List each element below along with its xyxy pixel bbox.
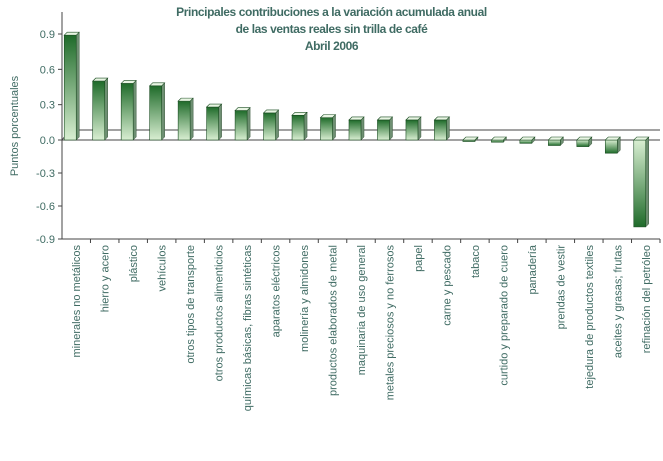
- bar: [348, 119, 362, 141]
- bar: [120, 83, 134, 141]
- y-tick-label: 0.9: [40, 29, 55, 41]
- bar: [633, 139, 647, 228]
- bar-top: [576, 136, 593, 141]
- bar-side: [104, 77, 108, 141]
- bar-side: [417, 116, 422, 141]
- x-tick-label: papel: [413, 245, 425, 272]
- bar-side: [275, 109, 279, 141]
- x-tick-label: tejedura de productos textiles: [584, 245, 596, 389]
- bar-side: [360, 116, 365, 141]
- bar-side: [246, 106, 251, 141]
- bar: [149, 85, 162, 141]
- x-tick-label: plástico: [128, 245, 140, 282]
- bar-top: [234, 107, 251, 111]
- y-tick-label: 0.3: [40, 100, 55, 112]
- x-tick-label: prendas de vestir: [555, 245, 567, 330]
- x-tick-label: maquinaria de uso general: [356, 245, 368, 375]
- chart-title-line-2: de las ventas reales sin trilla de café: [235, 22, 428, 36]
- bar-side: [645, 136, 650, 228]
- bar-top: [120, 80, 137, 84]
- bar-side: [189, 97, 194, 141]
- bar-side: [389, 116, 393, 141]
- x-tick-label: otros productos alimenticios: [214, 245, 226, 382]
- bar: [206, 106, 219, 141]
- bar: [291, 114, 305, 141]
- bar-side: [303, 111, 308, 141]
- bar-top: [319, 114, 337, 118]
- bar: [234, 110, 248, 141]
- bar-top: [63, 31, 80, 36]
- bar-top: [433, 116, 451, 121]
- bar: [63, 34, 77, 141]
- bar-side: [75, 31, 80, 141]
- bar-top: [490, 136, 508, 141]
- bar: [377, 119, 390, 141]
- x-tick-label: tabaco: [470, 245, 482, 278]
- bar-side: [161, 82, 165, 141]
- x-tick-label: carne y pescado: [441, 245, 453, 326]
- bar-top: [262, 109, 280, 114]
- bar: [434, 119, 447, 141]
- bar: [92, 80, 106, 141]
- bar-top: [633, 136, 650, 141]
- bar-top: [291, 111, 308, 116]
- y-tick-label: -0.3: [36, 168, 55, 180]
- y-tick-label: 0.0: [40, 135, 55, 147]
- bar-side: [132, 79, 137, 141]
- bar-top: [405, 116, 422, 121]
- bar-top: [177, 97, 194, 102]
- chart-title-line-1: Principales contribuciones a la variació…: [176, 5, 487, 19]
- bar-side: [218, 103, 222, 141]
- bar-top: [376, 116, 394, 121]
- bar-top: [348, 116, 365, 121]
- bar-top: [91, 77, 109, 82]
- y-tick-label: -0.6: [36, 201, 55, 213]
- x-tick-label: curtido y preparado de cuero: [498, 245, 510, 386]
- bar: [177, 100, 191, 141]
- bar: [576, 139, 590, 147]
- bar-top: [205, 103, 223, 108]
- x-tick-label: minerales no metálicos: [71, 245, 83, 358]
- y-tick-label: 0.6: [40, 64, 55, 76]
- chart-title-line-3: Abril 2006: [304, 39, 359, 53]
- x-tick-label: metales preciosos y no ferrosos: [384, 245, 396, 401]
- bar-top: [604, 136, 622, 141]
- bar-top: [462, 136, 479, 141]
- bar-top: [547, 136, 565, 141]
- bar-side: [446, 116, 450, 141]
- bar: [320, 117, 333, 141]
- x-tick-label: molinería y almidones: [299, 245, 311, 352]
- bar-side: [332, 114, 336, 141]
- x-tick-label: productos elaborados de metal: [328, 245, 340, 396]
- bar: [263, 112, 276, 141]
- x-tick-label: panadería: [527, 244, 539, 294]
- bar: [548, 139, 561, 146]
- bar: [519, 139, 533, 144]
- x-tick-label: aceites y grasas; frutas: [612, 245, 624, 359]
- x-tick-label: químicas básicas, fibras sintéticas: [242, 245, 254, 412]
- x-tick-label: otros tipos de transporte: [185, 245, 197, 364]
- x-tick-label: refinación del petróleo: [641, 245, 653, 353]
- x-tick-label: hierro y acero: [100, 245, 112, 312]
- bar: [405, 119, 419, 141]
- bar-top: [519, 136, 536, 141]
- x-tick-label: aparatos eléctricos: [271, 245, 283, 338]
- y-tick-label: -0.9: [36, 234, 55, 246]
- bar: [604, 139, 618, 154]
- bar: [491, 139, 504, 143]
- x-tick-label: vehículos: [157, 245, 169, 292]
- bar-top: [148, 82, 166, 87]
